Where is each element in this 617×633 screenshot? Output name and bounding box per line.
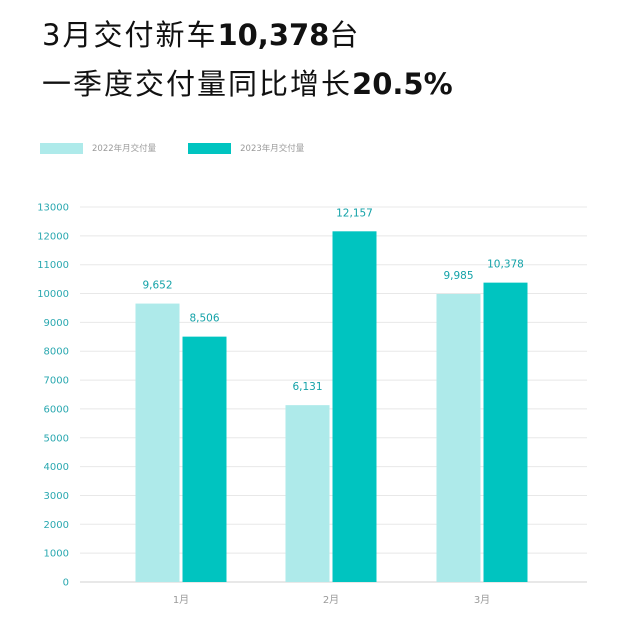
data-label: 9,985 xyxy=(443,270,473,282)
bar-2023 xyxy=(182,336,227,582)
y-tick-label: 13000 xyxy=(37,203,69,214)
y-tick-label: 9000 xyxy=(44,318,69,329)
legend-item-2023: 2023年月交付量 xyxy=(188,142,304,154)
y-tick-label: 12000 xyxy=(37,231,69,242)
y-tick-label: 7000 xyxy=(44,376,69,387)
chart-legend: 2022年月交付量 2023年月交付量 xyxy=(40,142,336,154)
headline-line-2-text: 一季度交付量同比增长 xyxy=(42,67,353,101)
y-tick-label: 6000 xyxy=(44,404,69,415)
y-tick-label: 4000 xyxy=(44,462,69,473)
y-tick-label: 1000 xyxy=(44,549,69,560)
y-tick-label: 10000 xyxy=(37,289,69,300)
bar-2022 xyxy=(135,303,180,582)
headline-line-2-highlight: 20.5% xyxy=(352,67,453,101)
headline-line-1: 3月交付新车10,378台 xyxy=(42,12,360,54)
legend-label-2023: 2023年月交付量 xyxy=(240,144,305,154)
legend-swatch-2022 xyxy=(40,142,83,154)
x-tick-label: 3月 xyxy=(474,594,490,606)
y-tick-label: 11000 xyxy=(37,260,69,271)
y-tick-label: 3000 xyxy=(44,491,69,502)
bar-2023 xyxy=(483,282,528,582)
headline-line-1-highlight: 10,378 xyxy=(217,18,330,52)
y-tick-label: 0 xyxy=(63,578,69,589)
headline-line-1-suffix: 台 xyxy=(329,18,361,52)
bar-2022 xyxy=(436,293,481,582)
x-tick-label: 1月 xyxy=(173,594,189,606)
y-tick-label: 2000 xyxy=(44,520,69,531)
data-label: 12,157 xyxy=(336,207,373,219)
x-tick-label: 2月 xyxy=(323,594,339,606)
y-tick-label: 8000 xyxy=(44,347,69,358)
data-label: 10,378 xyxy=(487,259,524,271)
legend-label-2022: 2022年月交付量 xyxy=(92,144,157,154)
legend-swatch-2023 xyxy=(188,142,232,154)
legend-item-2022: 2022年月交付量 xyxy=(40,142,156,154)
data-label: 9,652 xyxy=(142,280,172,292)
y-tick-label: 5000 xyxy=(44,433,69,444)
data-label: 6,131 xyxy=(292,381,322,393)
bar-2023 xyxy=(332,231,377,582)
data-label: 8,506 xyxy=(189,313,219,325)
headline-line-1-text: 3月交付新车 xyxy=(42,18,218,52)
headline-line-2: 一季度交付量同比增长20.5% xyxy=(42,61,453,103)
bar-2022 xyxy=(285,405,330,582)
